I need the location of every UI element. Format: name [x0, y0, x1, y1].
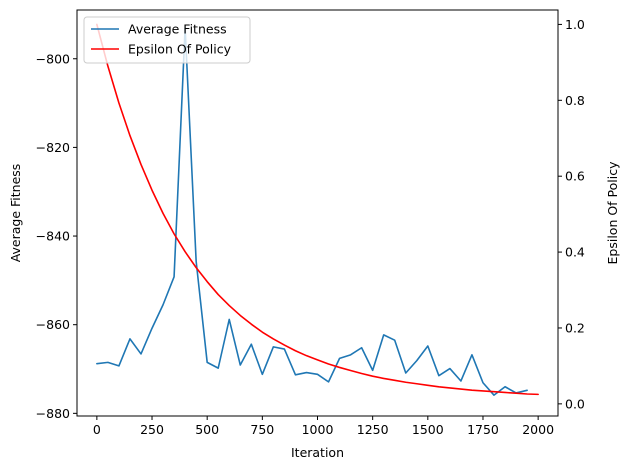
x-tick-label: 1000 [302, 422, 334, 437]
y-right-tick-label: 0.0 [565, 396, 585, 411]
series-layer [96, 23, 539, 396]
y-right-tick-label: 0.8 [565, 93, 585, 108]
y-right-tick-label: 0.2 [565, 320, 585, 335]
legend-label-epsilon-of-policy: Epsilon Of Policy [128, 42, 232, 57]
x-tick-label: 250 [140, 422, 164, 437]
y-left-tick-label: −880 [36, 406, 70, 421]
x-tick-label: 750 [250, 422, 274, 437]
y-left-tick-label: −860 [36, 317, 70, 332]
y-right-tick-label: 0.4 [565, 245, 585, 260]
y-right-tick-label: 1.0 [565, 17, 585, 32]
y-left-tick-label: −840 [36, 229, 70, 244]
ticks-layer: 0 250 500 750 1000 1250 1500 1750 2000 −880 −860 −8… [36, 17, 585, 437]
legend: Average Fitness Epsilon Of Policy [83, 16, 251, 64]
x-tick-label: 1250 [357, 422, 389, 437]
y-right-tick-label: 0.6 [565, 169, 585, 184]
x-tick-label: 0 [93, 422, 101, 437]
plot-background [77, 10, 558, 416]
x-tick-label: 500 [195, 422, 219, 437]
y-axis-left-label: Average Fitness [8, 164, 23, 263]
y-left-tick-label: −820 [36, 140, 70, 155]
series-line-epsilon-of-policy [96, 23, 539, 396]
legend-box [83, 16, 251, 64]
y-left-tick-label: −800 [36, 51, 70, 66]
x-tick-label: 1500 [412, 422, 444, 437]
x-tick-label: 2000 [522, 422, 554, 437]
x-tick-label: 1750 [467, 422, 499, 437]
plot-frame [76, 9, 559, 417]
y-axis-right-label: Epsilon Of Policy [605, 161, 620, 265]
series-line-average-fitness [96, 26, 528, 396]
x-axis-label: Iteration [291, 445, 344, 460]
legend-label-average-fitness: Average Fitness [128, 22, 227, 37]
